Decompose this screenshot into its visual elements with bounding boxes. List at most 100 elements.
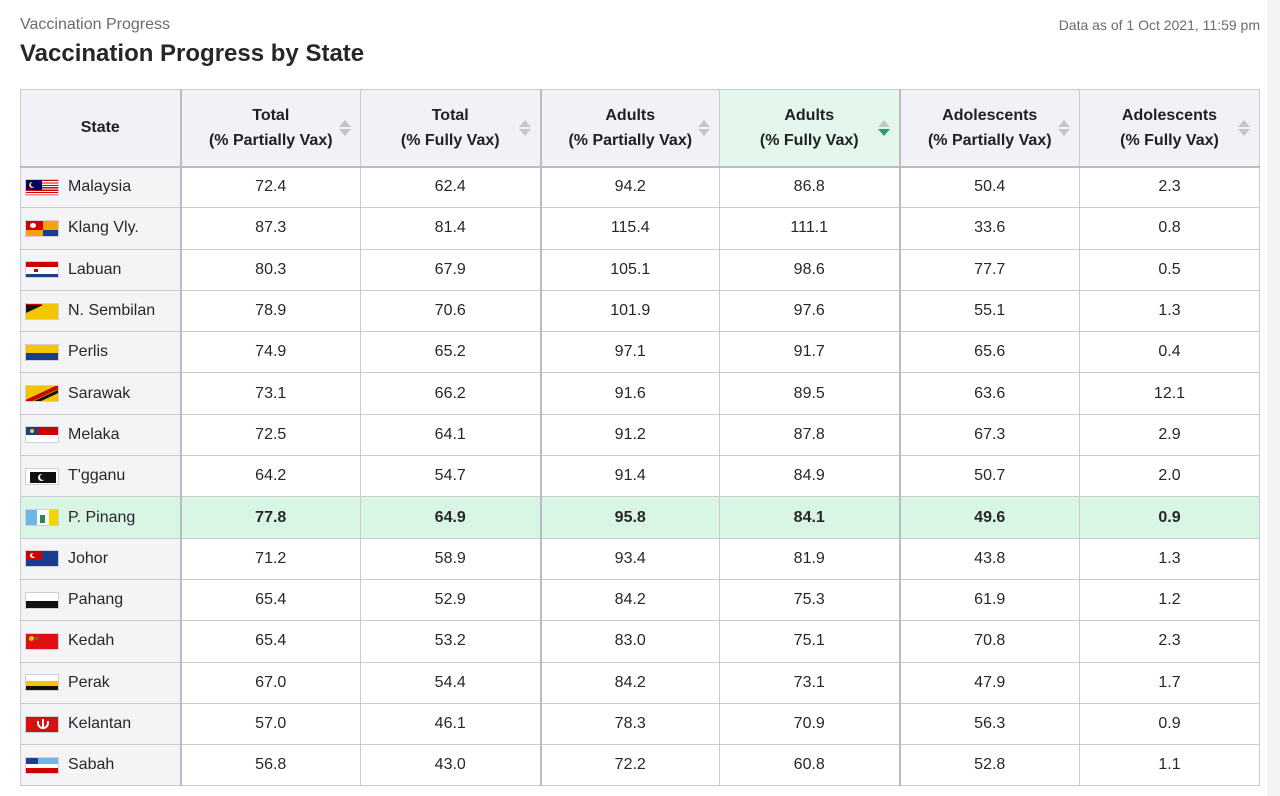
table-row[interactable]: Sabah 56.8 43.0 72.2 60.8 52.8 1.1 [20,744,1260,787]
table-row[interactable]: Perak 67.0 54.4 84.2 73.1 47.9 1.7 [20,661,1260,704]
value-cell: 64.9 [360,496,542,539]
state-cell: Melaka [20,413,182,457]
value-cell: 97.1 [540,331,720,374]
value-cell: 67.0 [180,661,361,704]
table-row[interactable]: Klang Vly. 87.3 81.4 115.4 111.1 33.6 0.8 [20,207,1260,250]
state-name: Pahang [68,591,124,609]
sort-descending-icon[interactable] [877,120,890,137]
column-header-adults-partial[interactable]: Adults (% Partially Vax) [540,89,720,168]
table-row[interactable]: Kedah 65.4 53.2 83.0 75.1 70.8 2.3 [20,620,1260,663]
sort-icon[interactable] [1057,120,1070,137]
sarawak-flag-icon [25,385,59,403]
table-row[interactable]: N. Sembilan 78.9 70.6 101.9 97.6 55.1 1.3 [20,289,1260,333]
kelantan-flag-icon [25,715,59,733]
page-title: Vaccination Progress by State [20,40,365,67]
value-cell: 70.8 [899,620,1080,663]
sort-icon[interactable] [338,120,351,137]
value-cell: 98.6 [719,248,901,291]
value-cell: 0.9 [1079,702,1260,746]
value-cell: 49.6 [899,496,1080,539]
column-header-state[interactable]: State [20,89,182,168]
value-cell: 65.2 [360,331,542,374]
table-header-row: State Total (% Partially Vax) Total (% Ful… [20,89,1260,168]
value-cell: 50.4 [899,165,1080,209]
state-cell: Perak [20,661,182,704]
state-cell: T'gganu [20,455,182,498]
column-header-adults-full[interactable]: Adults (% Fully Vax) [719,89,901,168]
value-cell: 111.1 [719,207,901,250]
table-row[interactable]: T'gganu 64.2 54.7 91.4 84.9 50.7 2.0 [20,455,1260,498]
value-cell: 0.4 [1079,331,1260,374]
value-cell: 2.9 [1079,413,1260,457]
table-row[interactable]: Pahang 65.4 52.9 84.2 75.3 61.9 1.2 [20,578,1260,622]
value-cell: 65.4 [180,620,361,663]
table-row[interactable]: Johor 71.2 58.9 93.4 81.9 43.8 1.3 [20,537,1260,580]
value-cell: 50.7 [899,455,1080,498]
value-cell: 33.6 [899,207,1080,250]
value-cell: 73.1 [180,372,361,415]
sort-icon[interactable] [697,120,710,137]
table-row[interactable]: Sarawak 73.1 66.2 91.6 89.5 63.6 12.1 [20,372,1260,415]
state-name: Johor [68,549,109,567]
column-header-total-full[interactable]: Total (% Fully Vax) [360,89,542,168]
value-cell: 70.9 [719,702,901,746]
column-header-label: Adolescents [942,106,1038,124]
value-cell: 84.2 [540,578,720,622]
table-row[interactable]: P. Pinang 77.8 64.9 95.8 84.1 49.6 0.9 [20,496,1260,539]
value-cell: 56.3 [899,702,1080,746]
sabah-flag-icon [25,756,59,774]
value-cell: 91.4 [540,455,720,498]
value-cell: 46.1 [360,702,542,746]
column-header-sublabel: (% Fully Vax) [1120,131,1219,149]
value-cell: 84.1 [719,496,901,539]
value-cell: 70.6 [360,289,542,333]
value-cell: 58.9 [360,537,542,580]
value-cell: 64.1 [360,413,542,457]
table-row[interactable]: Melaka 72.5 64.1 91.2 87.8 67.3 2.9 [20,413,1260,457]
value-cell: 66.2 [360,372,542,415]
state-cell: Kedah [20,620,182,663]
value-cell: 2.3 [1079,620,1260,663]
negeri-sembilan-flag-icon [25,302,59,320]
state-name: Kedah [68,632,115,650]
value-cell: 94.2 [540,165,720,209]
column-header-adolescents-full[interactable]: Adolescents (% Fully Vax) [1079,89,1260,168]
data-as-of-timestamp: Data as of 1 Oct 2021, 11:59 pm [1058,17,1260,33]
sort-icon[interactable] [518,120,531,137]
table-row[interactable]: Malaysia 72.4 62.4 94.2 86.8 50.4 2.3 [20,165,1260,209]
value-cell: 2.3 [1079,165,1260,209]
sort-icon[interactable] [1237,120,1250,137]
column-header-adolescents-partial[interactable]: Adolescents (% Partially Vax) [899,89,1080,168]
value-cell: 54.7 [360,455,542,498]
perlis-flag-icon [25,343,59,361]
value-cell: 87.8 [719,413,901,457]
value-cell: 72.5 [180,413,361,457]
page-scrollbar[interactable] [1268,0,1280,796]
state-cell: Malaysia [20,165,182,209]
value-cell: 87.3 [180,207,361,250]
state-name: Klang Vly. [68,219,139,237]
pahang-flag-icon [25,591,59,609]
value-cell: 91.7 [719,331,901,374]
terengganu-flag-icon [25,467,59,485]
table-row[interactable]: Kelantan 57.0 46.1 78.3 70.9 56.3 0.9 [20,702,1260,746]
penang-flag-icon [25,509,59,527]
value-cell: 83.0 [540,620,720,663]
state-cell: Kelantan [20,702,182,746]
state-cell: Labuan [20,248,182,291]
value-cell: 71.2 [180,537,361,580]
value-cell: 97.6 [719,289,901,333]
section-eyebrow: Vaccination Progress [20,16,170,33]
state-name: Sarawak [68,384,131,402]
value-cell: 64.2 [180,455,361,498]
value-cell: 0.5 [1079,248,1260,291]
table-row[interactable]: Labuan 80.3 67.9 105.1 98.6 77.7 0.5 [20,248,1260,291]
value-cell: 80.3 [180,248,361,291]
state-name: Sabah [68,756,115,774]
state-name: Melaka [68,425,120,443]
table-row[interactable]: Perlis 74.9 65.2 97.1 91.7 65.6 0.4 [20,331,1260,374]
value-cell: 63.6 [899,372,1080,415]
column-header-total-partial[interactable]: Total (% Partially Vax) [180,89,361,168]
value-cell: 57.0 [180,702,361,746]
value-cell: 73.1 [719,661,901,704]
